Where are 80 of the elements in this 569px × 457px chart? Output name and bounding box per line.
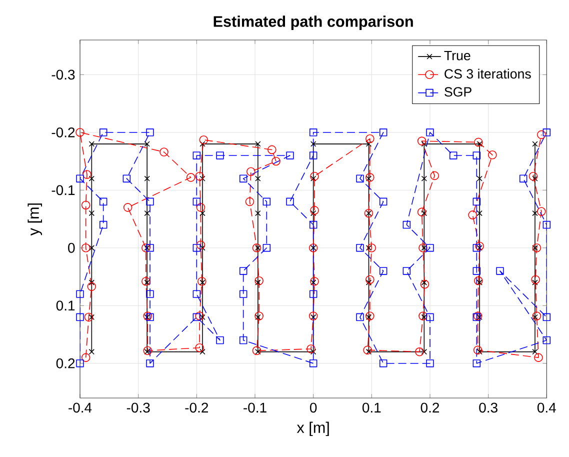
point bbox=[426, 244, 434, 252]
point bbox=[379, 267, 388, 275]
point bbox=[472, 152, 481, 160]
point bbox=[286, 152, 294, 160]
point bbox=[519, 174, 528, 182]
point bbox=[309, 152, 318, 160]
point bbox=[76, 359, 84, 368]
point bbox=[542, 220, 551, 229]
legend-label: SGP bbox=[444, 87, 472, 97]
point bbox=[402, 267, 411, 275]
point bbox=[472, 359, 481, 368]
point bbox=[239, 336, 248, 344]
point bbox=[379, 198, 388, 206]
x-axis-title: x [m] bbox=[296, 422, 329, 436]
point bbox=[542, 336, 551, 344]
point bbox=[426, 359, 434, 368]
y-tick-label: -0.1 bbox=[52, 185, 75, 196]
point bbox=[286, 198, 294, 206]
point bbox=[402, 220, 411, 229]
x-tick-label: 0 bbox=[310, 402, 317, 413]
point bbox=[472, 267, 481, 275]
x-tick-label: -0.3 bbox=[126, 402, 150, 413]
point bbox=[146, 290, 154, 298]
x-tick-label: 0.2 bbox=[420, 402, 440, 413]
point bbox=[472, 244, 481, 252]
point bbox=[472, 198, 481, 206]
x-tick-label: 0.4 bbox=[537, 402, 556, 413]
point bbox=[192, 152, 201, 160]
y-tick-label: 0.2 bbox=[56, 358, 75, 368]
point bbox=[122, 174, 131, 182]
y-axis-title: y [m] bbox=[28, 204, 42, 236]
point bbox=[309, 128, 318, 136]
point bbox=[356, 244, 364, 252]
point bbox=[239, 290, 248, 298]
point bbox=[76, 313, 84, 322]
point bbox=[192, 198, 201, 206]
point bbox=[356, 174, 364, 182]
point bbox=[146, 128, 154, 136]
point bbox=[379, 128, 388, 136]
point bbox=[426, 128, 434, 136]
point bbox=[146, 244, 154, 252]
legend-label: True bbox=[444, 50, 470, 60]
point bbox=[192, 313, 201, 322]
point bbox=[239, 174, 248, 182]
x-tick-label: -0.4 bbox=[68, 402, 92, 413]
y-tick-label: -0.2 bbox=[52, 127, 75, 138]
legend-label: CS 3 iterations bbox=[444, 68, 531, 79]
chart-title: Estimated path comparison bbox=[214, 16, 413, 30]
y-tick-label: 0 bbox=[68, 242, 75, 253]
point bbox=[76, 174, 84, 182]
point bbox=[99, 198, 108, 206]
point bbox=[99, 220, 108, 229]
point bbox=[542, 313, 551, 322]
point bbox=[309, 220, 318, 229]
point bbox=[216, 152, 224, 160]
point bbox=[426, 313, 434, 322]
x-tick-label: 0.3 bbox=[479, 402, 498, 413]
point bbox=[449, 152, 458, 160]
point bbox=[146, 359, 154, 368]
point bbox=[239, 267, 248, 275]
x-tick-label: -0.1 bbox=[244, 402, 266, 413]
point bbox=[262, 198, 271, 206]
point bbox=[216, 336, 224, 344]
point bbox=[192, 244, 201, 252]
point bbox=[192, 290, 201, 298]
x-tick-label: -0.2 bbox=[185, 402, 208, 413]
point bbox=[99, 128, 108, 136]
point bbox=[146, 313, 154, 322]
point bbox=[379, 359, 388, 368]
point bbox=[542, 128, 551, 136]
point bbox=[496, 267, 504, 275]
x-tick-label: 0.1 bbox=[362, 402, 381, 413]
point bbox=[309, 359, 318, 368]
point bbox=[356, 313, 364, 322]
point bbox=[146, 198, 154, 206]
point bbox=[262, 244, 271, 252]
y-tick-label: 0.1 bbox=[56, 300, 75, 311]
point bbox=[309, 290, 318, 298]
point bbox=[76, 290, 84, 298]
y-tick-label: -0.3 bbox=[52, 70, 75, 80]
